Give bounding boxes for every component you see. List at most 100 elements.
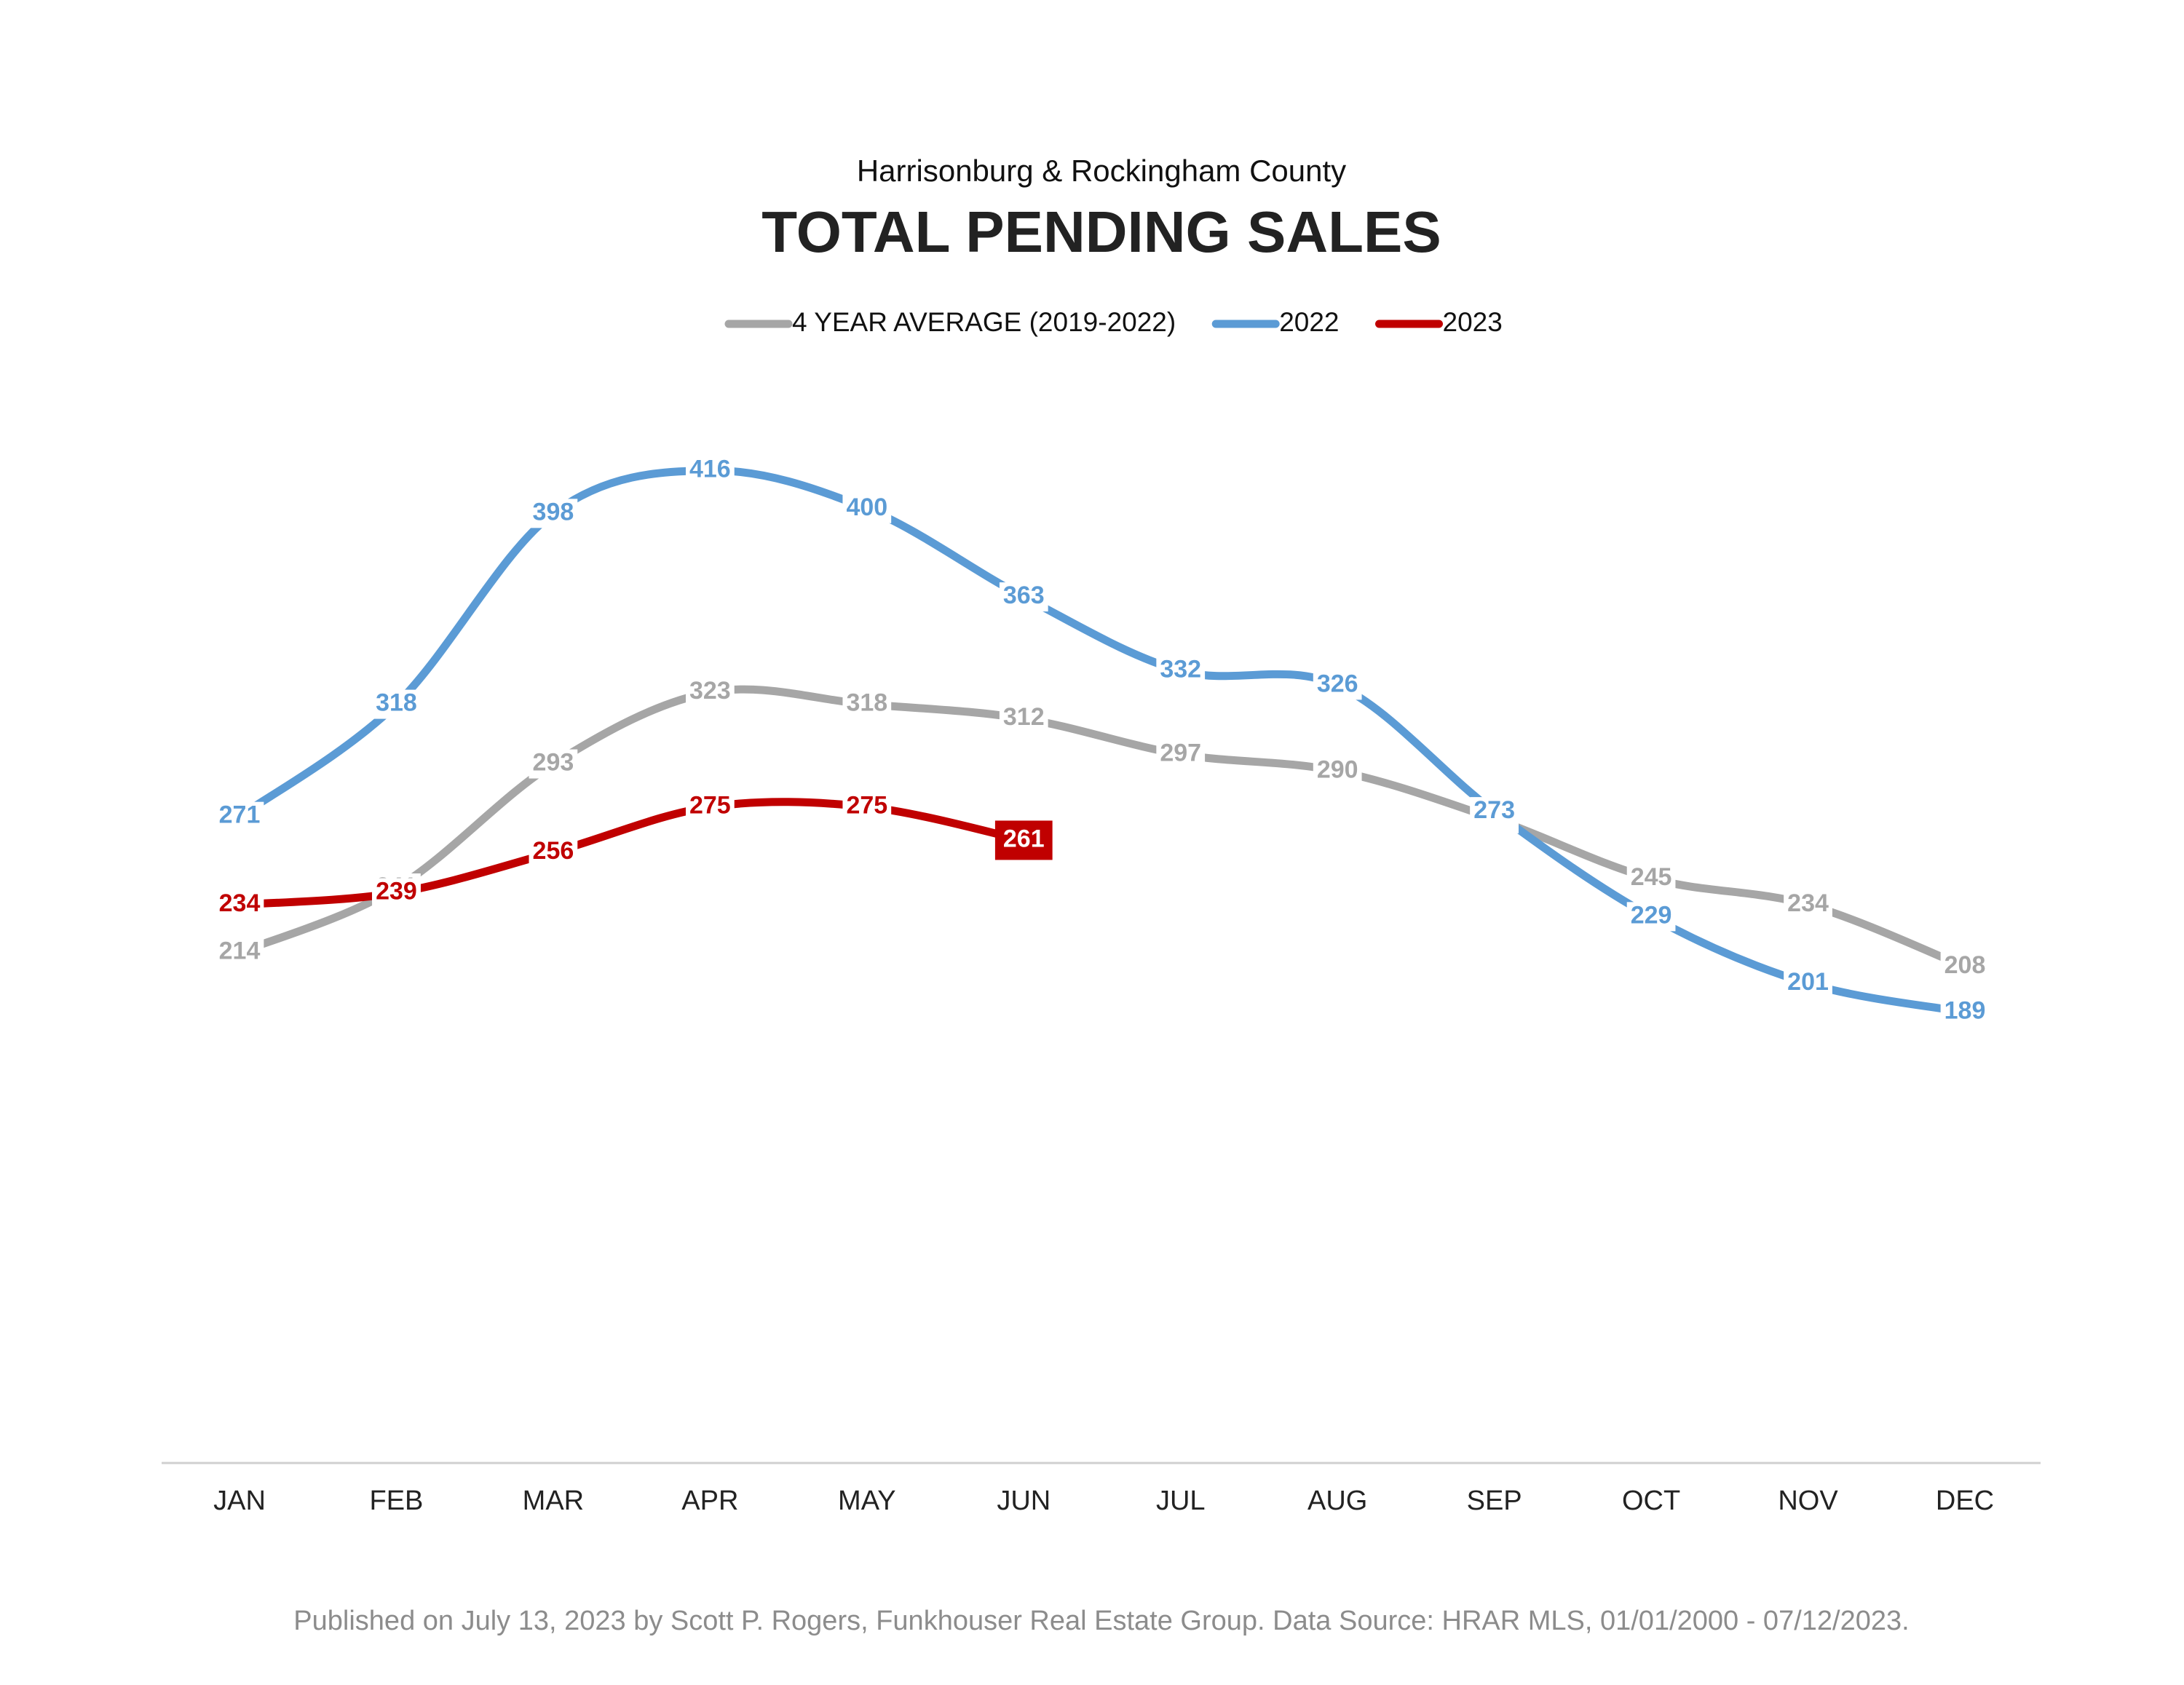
data-label-bg bbox=[529, 837, 578, 867]
data-label-group: 297 bbox=[1156, 739, 1206, 769]
data-label-group: 256 bbox=[529, 837, 578, 867]
data-label-bg bbox=[842, 792, 892, 822]
data-label-group: 239 bbox=[372, 878, 421, 908]
data-label-bg bbox=[215, 889, 264, 919]
data-label: 416 bbox=[689, 455, 731, 483]
data-label-group: 290 bbox=[1313, 756, 1362, 786]
legend-label: 2022 bbox=[1279, 307, 1339, 337]
data-label-bg bbox=[215, 801, 264, 831]
data-label-bg bbox=[1784, 889, 1832, 919]
data-label-bg bbox=[1313, 756, 1362, 786]
data-label-bg bbox=[1626, 863, 1676, 893]
data-label-bg bbox=[529, 749, 578, 779]
data-label: 239 bbox=[376, 878, 417, 905]
data-label-bg bbox=[1313, 670, 1362, 700]
data-label-group: 318 bbox=[842, 689, 892, 719]
data-label: 275 bbox=[689, 792, 731, 820]
data-label-bg bbox=[685, 678, 735, 707]
data-label-bg bbox=[842, 689, 892, 719]
data-label-group: 416 bbox=[685, 455, 735, 485]
chart-title: TOTAL PENDING SALES bbox=[761, 199, 1441, 264]
data-label-bg bbox=[685, 792, 735, 822]
data-label: 326 bbox=[1317, 670, 1358, 697]
x-tick-label: DEC bbox=[1936, 1486, 1994, 1516]
data-label-group: 245 bbox=[1626, 863, 1676, 893]
data-label-group: 275 bbox=[685, 792, 735, 822]
data-label-bg bbox=[1940, 997, 1990, 1027]
data-label-group: 229 bbox=[1626, 901, 1676, 932]
data-label-group: 326 bbox=[1313, 670, 1362, 700]
data-label-bg bbox=[842, 493, 892, 523]
x-tick-label: JUL bbox=[1156, 1486, 1206, 1516]
data-label: 245 bbox=[1631, 863, 1672, 891]
data-label-group: 293 bbox=[529, 749, 578, 779]
data-label-bg bbox=[1940, 952, 1990, 982]
data-label: 234 bbox=[219, 889, 261, 917]
data-label: 271 bbox=[219, 801, 261, 829]
data-label-bg bbox=[372, 878, 421, 908]
data-label: 273 bbox=[1473, 796, 1515, 824]
data-label: 363 bbox=[1003, 582, 1045, 609]
data-label-group: 400 bbox=[842, 493, 892, 523]
data-label-group: 261 bbox=[994, 820, 1053, 860]
data-label: 398 bbox=[533, 498, 574, 526]
data-label-bg bbox=[215, 937, 264, 967]
data-label-bg bbox=[529, 499, 578, 528]
x-tick-label: SEP bbox=[1467, 1486, 1522, 1516]
data-label-bg bbox=[1156, 656, 1206, 686]
data-label-box bbox=[994, 820, 1053, 860]
data-label: 189 bbox=[1944, 996, 1986, 1024]
data-label: 261 bbox=[1003, 825, 1045, 852]
data-label-group: 189 bbox=[1940, 996, 1990, 1027]
data-label: 290 bbox=[1317, 756, 1358, 783]
data-label: 234 bbox=[1787, 889, 1829, 917]
data-label: 214 bbox=[219, 937, 261, 964]
legend-label: 2023 bbox=[1443, 307, 1503, 337]
data-label: 256 bbox=[533, 837, 574, 865]
chart-subtitle: Harrisonburg & Rockingham County bbox=[857, 154, 1346, 188]
x-tick-label: OCT bbox=[1622, 1486, 1680, 1516]
data-label-bg bbox=[999, 704, 1048, 734]
data-label-group: 271 bbox=[215, 801, 264, 831]
data-label: 297 bbox=[1160, 739, 1201, 766]
data-label: 208 bbox=[1944, 951, 1986, 979]
data-label: 332 bbox=[1160, 656, 1201, 683]
data-label: 293 bbox=[533, 749, 574, 777]
data-label-group: 234 bbox=[215, 889, 264, 919]
data-label-group: 275 bbox=[842, 792, 892, 822]
data-label-group: 363 bbox=[999, 582, 1048, 612]
footnote: Published on July 13, 2023 by Scott P. R… bbox=[293, 1606, 1909, 1636]
x-tick-label: JUN bbox=[997, 1486, 1051, 1516]
data-label-group: 201 bbox=[1784, 968, 1832, 999]
data-label: 201 bbox=[1787, 968, 1829, 996]
data-label: 323 bbox=[689, 677, 731, 705]
x-tick-label: MAY bbox=[838, 1486, 896, 1516]
x-tick-label: APR bbox=[681, 1486, 738, 1516]
data-label-group: 214 bbox=[215, 937, 264, 967]
x-tick-label: NOV bbox=[1778, 1486, 1838, 1516]
data-label: 312 bbox=[1003, 703, 1045, 731]
data-label-group: 332 bbox=[1156, 656, 1206, 686]
x-tick-label: MAR bbox=[523, 1486, 584, 1516]
x-tick-label: FEB bbox=[370, 1486, 424, 1516]
data-label-group: 208 bbox=[1940, 951, 1990, 982]
data-label-group: 398 bbox=[529, 498, 578, 528]
data-label-bg bbox=[999, 582, 1048, 612]
data-label-bg bbox=[1156, 740, 1206, 769]
data-label: 318 bbox=[846, 689, 887, 717]
data-label-group: 273 bbox=[1470, 796, 1519, 827]
data-label-bg bbox=[1626, 902, 1676, 932]
data-label-bg bbox=[1784, 969, 1832, 999]
data-label-group: 312 bbox=[999, 703, 1048, 734]
data-label-group: 318 bbox=[372, 689, 421, 719]
legend-label: 4 YEAR AVERAGE (2019-2022) bbox=[792, 307, 1176, 337]
data-label-bg bbox=[1470, 797, 1519, 827]
data-label-bg bbox=[372, 689, 421, 719]
x-tick-label: AUG bbox=[1307, 1486, 1367, 1516]
data-label-bg bbox=[685, 456, 735, 485]
data-label-group: 323 bbox=[685, 677, 735, 707]
data-label: 229 bbox=[1631, 901, 1672, 929]
